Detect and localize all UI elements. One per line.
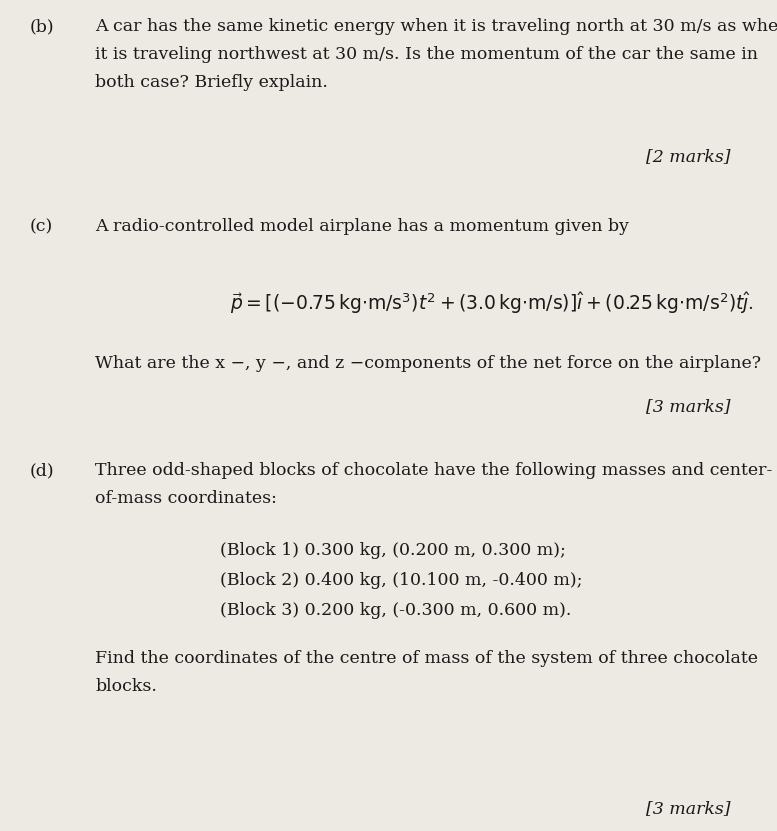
Text: Three odd-shaped blocks of chocolate have the following masses and center-: Three odd-shaped blocks of chocolate hav… bbox=[95, 462, 772, 479]
Text: it is traveling northwest at 30 m/s. Is the momentum of the car the same in: it is traveling northwest at 30 m/s. Is … bbox=[95, 46, 758, 63]
Text: both case? Briefly explain.: both case? Briefly explain. bbox=[95, 74, 328, 91]
Text: $\vec{p} = [(-0.75\,\mathrm{kg{\cdot}m/s^3})t^2 + (3.0\,\mathrm{kg{\cdot}m/s})]\: $\vec{p} = [(-0.75\,\mathrm{kg{\cdot}m/s… bbox=[230, 290, 754, 316]
Text: [3 marks]: [3 marks] bbox=[646, 800, 730, 817]
Text: (Block 1) 0.300 kg, (0.200 m, 0.300 m);: (Block 1) 0.300 kg, (0.200 m, 0.300 m); bbox=[220, 542, 566, 559]
Text: [3 marks]: [3 marks] bbox=[646, 398, 730, 415]
Text: blocks.: blocks. bbox=[95, 678, 157, 695]
Text: [2 marks]: [2 marks] bbox=[646, 148, 730, 165]
Text: (c): (c) bbox=[30, 218, 54, 235]
Text: (b): (b) bbox=[30, 18, 54, 35]
Text: Find the coordinates of the centre of mass of the system of three chocolate: Find the coordinates of the centre of ma… bbox=[95, 650, 758, 667]
Text: (Block 3) 0.200 kg, (-0.300 m, 0.600 m).: (Block 3) 0.200 kg, (-0.300 m, 0.600 m). bbox=[220, 602, 571, 619]
Text: A radio-controlled model airplane has a momentum given by: A radio-controlled model airplane has a … bbox=[95, 218, 629, 235]
Text: What are the x −, y −, and z −components of the net force on the airplane?: What are the x −, y −, and z −components… bbox=[95, 355, 761, 372]
Text: A car has the same kinetic energy when it is traveling north at 30 m/s as when: A car has the same kinetic energy when i… bbox=[95, 18, 777, 35]
Text: (d): (d) bbox=[30, 462, 54, 479]
Text: of-mass coordinates:: of-mass coordinates: bbox=[95, 490, 277, 507]
Text: (Block 2) 0.400 kg, (10.100 m, -0.400 m);: (Block 2) 0.400 kg, (10.100 m, -0.400 m)… bbox=[220, 572, 583, 589]
